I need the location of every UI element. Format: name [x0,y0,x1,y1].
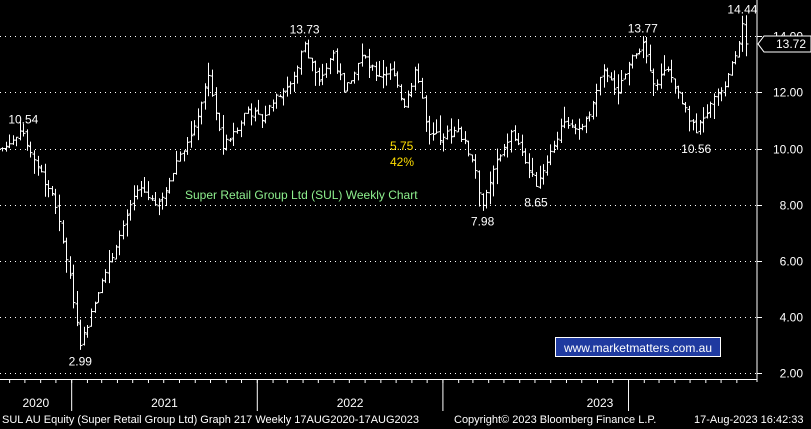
y-tick-label: 2.00 [780,367,804,381]
price-annotation: 10.54 [8,112,38,126]
last-price-label: 13.72 [776,37,806,51]
price-annotation: 2.99 [69,355,93,369]
last-price-marker [757,35,811,53]
price-annotation: 13.77 [628,22,658,36]
y-tick-label: 10.00 [773,143,803,157]
callout-value: 5.75 [390,139,414,153]
callout-percent: 42% [390,155,414,169]
price-annotation: 14.44 [727,3,757,17]
y-tick-label: 8.00 [780,199,804,213]
price-bars [0,15,749,350]
annotations: 10.54 2.99 13.73 7.98 8.65 13.77 10.56 14.44 [8,3,757,369]
footer-timestamp: 17-Aug-2023 16:42:33 [694,414,804,426]
x-tick-label: 2020 [22,396,49,410]
grid-lines [0,36,757,374]
footer-copyright: Copyright© 2023 Bloomberg Finance L.P. [454,414,657,426]
x-tick-label: 2021 [151,396,178,410]
price-annotation: 7.98 [471,214,495,228]
price-annotation: 10.56 [681,142,711,156]
x-tick-label: 2022 [337,396,364,410]
footer-bar: SUL AU Equity (Super Retail Group Ltd) G… [0,413,811,429]
x-axis: 2020 2021 2022 2023 [0,379,757,411]
chart-title: Super Retail Group Ltd (SUL) Weekly Char… [185,188,418,202]
x-tick-label: 2023 [587,396,614,410]
price-annotation: 8.65 [524,195,548,209]
y-tick-label: 12.00 [773,86,803,100]
y-tick-label: 4.00 [780,311,804,325]
y-tick-label: 6.00 [780,255,804,269]
watermark-link[interactable]: www.marketmatters.com.au [555,337,721,357]
footer-security: SUL AU Equity (Super Retail Group Ltd) G… [2,414,420,426]
price-annotation: 13.73 [290,23,320,37]
